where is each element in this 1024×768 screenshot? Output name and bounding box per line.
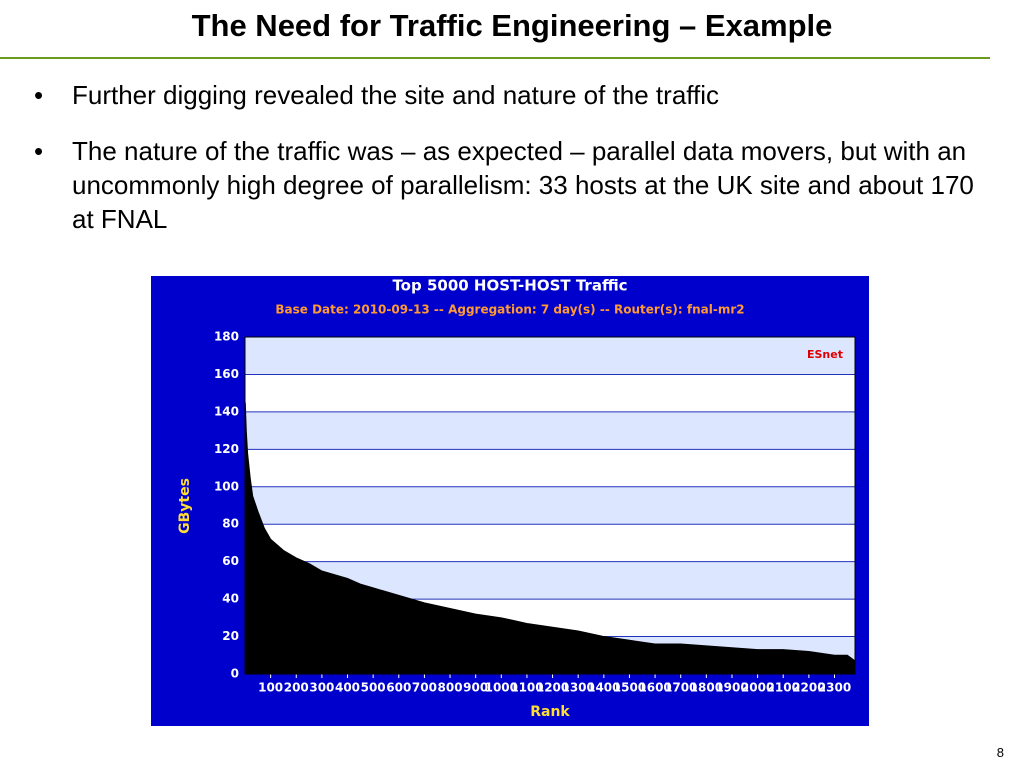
bullet-text: Further digging revealed the site and na…	[72, 80, 720, 110]
y-tick-label: 0	[231, 667, 239, 681]
plot-border	[244, 336, 856, 675]
y-tick-label: 60	[222, 554, 239, 568]
traffic-area	[244, 402, 856, 675]
annotation: ESnet	[807, 348, 843, 361]
bullet: • Further digging revealed the site and n…	[34, 80, 720, 110]
x-tick-label: 2200	[792, 681, 825, 695]
bullet: • The nature of the traffic was – as expe…	[34, 136, 974, 234]
x-tick-label: 1900	[715, 681, 748, 695]
x-tick-label: 600	[386, 681, 411, 695]
x-tick-label: 2100	[767, 681, 800, 695]
y-tick-label: 160	[214, 367, 239, 381]
x-tick-label: 1200	[536, 681, 569, 695]
chart-subtitle: Base Date: 2010-09-13 -- Aggregation: 7 …	[275, 303, 744, 317]
y-axis-label: GBytes	[177, 478, 193, 534]
x-tick-label: 200	[284, 681, 309, 695]
y-tick-label: 120	[214, 442, 239, 456]
slide-title: The Need for Traffic Engineering – Examp…	[191, 8, 833, 43]
x-tick-label: 1300	[561, 681, 594, 695]
x-tick-label: 1000	[485, 681, 518, 695]
page-number: 8	[996, 745, 1004, 760]
chart-title: Top 5000 HOST-HOST Traffic	[392, 277, 627, 295]
x-tick-label: 1500	[613, 681, 646, 695]
y-tick-label: 100	[214, 479, 239, 493]
bullet-text: The nature of the traffic was – as expec…	[72, 136, 974, 234]
y-tick-label: 80	[222, 517, 239, 531]
x-tick-label: 100	[258, 681, 283, 695]
x-tick-label: 1400	[587, 681, 620, 695]
x-tick-label: 500	[361, 681, 386, 695]
x-tick-label: 400	[335, 681, 360, 695]
bullet-list: • Further digging revealed the site and n…	[30, 78, 990, 258]
x-tick-label: 1800	[690, 681, 723, 695]
y-tick-label: 20	[222, 629, 239, 643]
y-tick-label: 40	[222, 592, 239, 606]
x-tick-label: 2300	[818, 681, 851, 695]
title-rule	[0, 57, 990, 59]
x-tick-label: 2000	[741, 681, 774, 695]
x-tick-label: 900	[463, 681, 488, 695]
x-tick-label: 1700	[664, 681, 697, 695]
y-tick-label: 180	[214, 330, 239, 344]
x-axis-label: Rank	[530, 704, 570, 720]
x-tick-label: 1600	[638, 681, 671, 695]
x-tick-label: 300	[309, 681, 334, 695]
grid-band	[245, 411, 855, 450]
grid-band	[245, 486, 855, 525]
x-tick-label: 800	[438, 681, 463, 695]
grid-band	[245, 337, 855, 375]
y-tick-label: 140	[214, 404, 239, 418]
x-tick-label: 700	[412, 681, 437, 695]
chart: Top 5000 HOST-HOST Traffic Base Date: 20…	[151, 276, 869, 726]
x-tick-label: 1100	[510, 681, 543, 695]
